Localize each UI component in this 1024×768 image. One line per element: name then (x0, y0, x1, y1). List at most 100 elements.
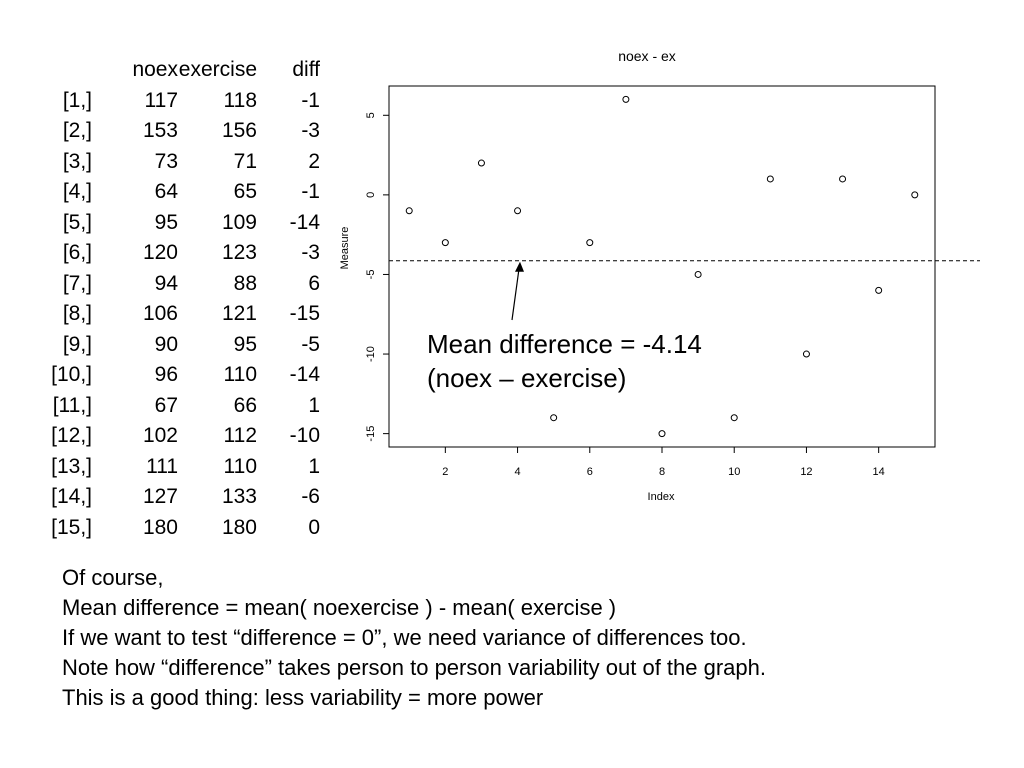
note-line: Note how “difference” takes person to pe… (62, 655, 766, 680)
cell-diff: -14 (289, 210, 320, 234)
row-index: [7,] (62, 271, 92, 295)
data-point (405, 207, 413, 215)
table-row: [4,] 64 65 -1 (40, 180, 340, 211)
cell-exercise: 95 (233, 332, 257, 356)
table-row: [2,] 153 156 -3 (40, 119, 340, 150)
cell-diff: -1 (301, 88, 320, 112)
cell-exercise: 110 (223, 454, 257, 478)
x-axis-label: Index (648, 491, 675, 503)
cell-diff: -3 (301, 119, 320, 142)
cell-noex: 180 (142, 515, 178, 539)
scatter-chart: noex - ex Index Measure 2 4 6 8 10 12 14 -15 -10… (339, 48, 980, 503)
table-row: [11,] 67 66 1 (40, 394, 340, 425)
row-index: [15,] (51, 515, 92, 539)
cell-exercise: 71 (233, 149, 257, 173)
annotation-text: Mean difference = -4.14 (427, 329, 702, 359)
table-header: noex exercise diff (40, 58, 340, 89)
table-row: [3,] 73 71 2 (40, 150, 340, 181)
row-index: [10,] (51, 363, 92, 386)
cell-diff: -15 (289, 302, 320, 325)
cell-noex: 153 (142, 119, 178, 142)
table-row: [9,] 90 95 -5 (40, 333, 340, 364)
note-line: Mean difference = mean( noexercise ) - m… (62, 595, 617, 620)
x-tick-label: 12 (800, 466, 812, 478)
x-tick-label: 10 (728, 466, 740, 478)
cell-exercise: 110 (223, 363, 257, 386)
cell-exercise: 88 (233, 271, 257, 295)
cell-exercise: 123 (221, 241, 257, 264)
annotation-text: (noex – exercise) (427, 363, 626, 393)
row-index: [3,] (62, 149, 92, 173)
cell-exercise: 65 (233, 180, 257, 203)
y-tick-label: -10 (365, 346, 377, 362)
data-point (514, 207, 522, 215)
note-line: Of course, (62, 565, 164, 590)
x-tick-label: 4 (514, 466, 520, 478)
data-point (550, 414, 558, 422)
row-index: [11,] (52, 393, 92, 417)
data-point (911, 191, 919, 199)
cell-noex: 117 (144, 88, 178, 112)
cell-diff: 0 (308, 515, 320, 539)
data-point (658, 430, 666, 438)
data-point (802, 350, 810, 358)
cell-diff: -10 (289, 424, 320, 447)
data-point (839, 175, 847, 183)
header-diff: diff (292, 58, 320, 81)
header-exercise: exercise (178, 58, 257, 81)
y-tick-label: 0 (365, 192, 377, 198)
data-point (441, 239, 449, 247)
cell-diff: -5 (301, 332, 320, 356)
cell-exercise: 112 (223, 424, 257, 447)
cell-noex: 64 (154, 180, 178, 203)
table-row: [14,] 127 133 -6 (40, 485, 340, 516)
notes: Of course, Mean difference = mean( noexer… (62, 563, 766, 713)
cell-noex: 111 (146, 454, 178, 478)
data-point (477, 159, 485, 167)
y-axis-label: Measure (339, 227, 351, 270)
cell-noex: 67 (154, 393, 178, 417)
table-row: [13,] 111 110 1 (40, 455, 340, 486)
table-row: [15,] 180 180 0 (40, 516, 340, 547)
chart-title: noex - ex (618, 48, 676, 64)
y-tick-label: 5 (365, 112, 377, 118)
table-row: [6,] 120 123 -3 (40, 241, 340, 272)
x-tick-label: 2 (442, 466, 448, 478)
annotation-arrow-head (515, 261, 524, 272)
cell-exercise: 156 (221, 119, 257, 142)
y-tick-label: -5 (365, 270, 377, 280)
cell-noex: 102 (142, 424, 178, 447)
cell-noex: 120 (142, 241, 178, 264)
data-point (875, 286, 883, 294)
data-point (694, 270, 702, 278)
row-index: [4,] (62, 180, 92, 203)
cell-noex: 96 (154, 363, 178, 386)
table-row: [7,] 94 88 6 (40, 272, 340, 303)
row-index: [14,] (51, 485, 92, 508)
cell-diff: 6 (308, 271, 320, 295)
data-point (730, 414, 738, 422)
cell-noex: 127 (142, 485, 178, 508)
table-row: [5,] 95 109 -14 (40, 211, 340, 242)
data-point (622, 95, 630, 103)
row-index: [8,] (62, 302, 92, 325)
row-index: [2,] (62, 119, 92, 142)
cell-diff: -1 (301, 180, 320, 203)
data-point (586, 239, 594, 247)
row-index: [6,] (62, 241, 92, 264)
cell-exercise: 180 (221, 515, 257, 539)
cell-noex: 106 (142, 302, 178, 325)
cell-diff: -3 (301, 241, 320, 264)
cell-diff: 2 (308, 149, 320, 173)
table-row: [1,] 117 118 -1 (40, 89, 340, 120)
data-point (766, 175, 774, 183)
cell-exercise: 133 (221, 485, 257, 508)
cell-exercise: 121 (221, 302, 257, 325)
y-tick-label: -15 (365, 426, 377, 442)
table-row: [10,] 96 110 -14 (40, 363, 340, 394)
table-row: [8,] 106 121 -15 (40, 302, 340, 333)
x-tick-label: 6 (587, 466, 593, 478)
note-line: This is a good thing: less variability =… (62, 685, 544, 710)
cell-diff: 1 (308, 393, 320, 417)
cell-noex: 95 (154, 210, 178, 234)
